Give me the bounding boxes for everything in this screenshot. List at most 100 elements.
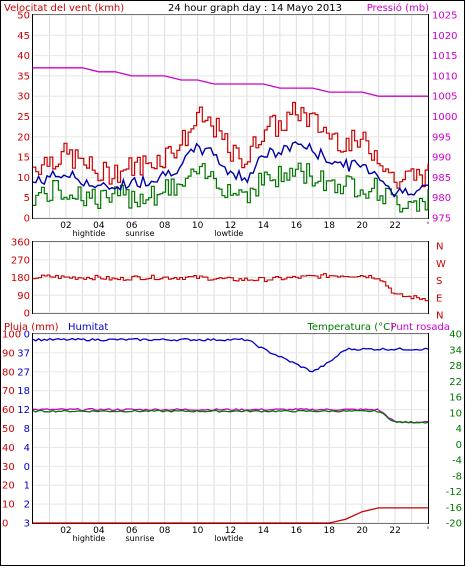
rain-tick-label-4: 40 [2, 443, 15, 454]
compass-label-4: N [436, 311, 443, 322]
wind-tick-label-3: 15 [17, 153, 30, 164]
humidity-tick-label-6: 12 [17, 405, 30, 416]
temperature-tick-label-0: -20 [446, 519, 462, 530]
pressure-tick-label-7: 1010 [432, 71, 457, 82]
event-label-a-0: hightide [73, 229, 106, 238]
x-tick-label-b-4: 10 [192, 526, 204, 536]
x-tick-label-b-11: ' [427, 526, 429, 536]
temperature-tick-label-11: 34 [449, 345, 462, 356]
temperature-tick-label-10: 28 [449, 361, 462, 372]
wind-tick-label-2: 10 [17, 173, 30, 184]
pressure-tick-label-4: 995 [432, 132, 451, 143]
x-tick-label-b-8: 18 [324, 526, 336, 536]
humidity-axis-label: Humitat [68, 322, 108, 333]
humidity-tick-label-8: 27 [17, 367, 30, 378]
dewpoint-axis-label: Punt rosada [391, 322, 450, 333]
x-tick-label-a-7: 16 [291, 221, 303, 231]
direction-tick-label-4: 360 [11, 238, 30, 249]
rain-tick-label-7: 70 [2, 386, 15, 397]
wind-tick-label-6: 30 [17, 92, 30, 103]
wind-avg-line [32, 141, 429, 198]
wind-tick-label-7: 35 [17, 71, 30, 82]
x-tick-label-a-6: 14 [258, 221, 270, 231]
pressure-tick-label-8: 1015 [432, 51, 457, 62]
rain-line [33, 507, 428, 524]
direction-tick-label-1: 90 [17, 291, 30, 302]
temperature-axis-label: Temperatura (°C) [306, 322, 394, 333]
x-tick-label-b-10: 22 [389, 526, 400, 536]
x-tick-label-a-11: ' [427, 221, 429, 231]
x-tick-label-b-0: 02 [60, 526, 71, 536]
humidity-tick-label-10: 0 [24, 330, 30, 341]
rain-tick-label-0: 0 [2, 519, 8, 530]
direction-line [33, 273, 429, 302]
x-tick-label-a-9: 20 [356, 221, 368, 231]
pressure-tick-label-3: 990 [432, 153, 451, 164]
pressure-line [33, 67, 428, 97]
compass-label-2: S [436, 276, 442, 287]
event-label-a-2: lowtide [214, 229, 243, 238]
temperature-tick-label-2: -12 [446, 487, 462, 498]
humidity-line [32, 337, 429, 373]
rain-tick-label-5: 50 [2, 424, 15, 435]
humidity-tick-label-5: 8 [24, 424, 30, 435]
wind-gust-line [33, 101, 429, 189]
event-label-b-0: hightide [73, 534, 106, 543]
temperature-tick-label-12: 40 [449, 330, 462, 341]
humidity-tick-label-1: 2 [24, 500, 30, 511]
x-tick-label-a-5: 12 [225, 221, 236, 231]
pressure-tick-label-2: 985 [432, 173, 451, 184]
rain-tick-label-6: 60 [2, 405, 15, 416]
x-tick-label-b-1: 04 [93, 526, 105, 536]
pressure-tick-label-9: 1020 [432, 31, 457, 42]
x-tick-label-b-5: 12 [225, 526, 236, 536]
humidity-tick-label-2: 1 [24, 481, 30, 492]
wind-tick-label-4: 20 [17, 132, 30, 143]
direction-tick-label-3: 270 [11, 255, 30, 266]
event-label-b-1: sunrise [126, 534, 155, 543]
pressure-tick-label-6: 1005 [432, 92, 457, 103]
event-label-a-1: sunrise [126, 229, 155, 238]
x-tick-label-a-3: 08 [159, 221, 171, 231]
event-label-b-2: lowtide [214, 534, 243, 543]
wind-axis-label: Velocitat del vent (kmh) [4, 3, 124, 14]
wind-tick-label-8: 40 [17, 51, 30, 62]
wind-min-line [33, 162, 429, 213]
temperature-tick-label-3: -8 [452, 471, 462, 482]
temperature-tick-label-8: 16 [449, 393, 462, 404]
humidity-tick-label-7: 18 [17, 386, 30, 397]
compass-label-1: W [436, 259, 446, 270]
rain-tick-label-8: 80 [2, 367, 15, 378]
temperature-line [32, 409, 429, 424]
humidity-tick-label-9: 37 [17, 348, 30, 359]
compass-label-3: E [436, 293, 442, 304]
humidity-tick-label-0: 3 [24, 519, 30, 530]
x-tick-label-b-2: 06 [126, 526, 138, 536]
x-tick-label-b-7: 16 [291, 526, 303, 536]
rain-tick-label-10: 100 [2, 330, 21, 341]
temperature-tick-label-7: 10 [449, 408, 462, 419]
pressure-tick-label-1: 980 [432, 193, 451, 204]
compass-label-0: N [436, 242, 443, 253]
x-tick-label-a-10: 22 [389, 221, 400, 231]
x-tick-label-a-8: 18 [324, 221, 336, 231]
chart-title: 24 hour graph day : 14 Mayo 2013 [168, 3, 342, 14]
x-tick-label-b-3: 08 [159, 526, 171, 536]
rain-axis-label: Pluja (mm) [4, 322, 59, 333]
x-tick-label-b-9: 20 [356, 526, 368, 536]
x-tick-label-a-2: 06 [126, 221, 138, 231]
temperature-tick-label-1: -16 [446, 503, 462, 514]
pressure-tick-label-0: 975 [432, 214, 451, 225]
x-tick-label-a-4: 10 [192, 221, 204, 231]
direction-tick-label-2: 180 [11, 273, 30, 284]
x-tick-label-b-6: 14 [258, 526, 270, 536]
pressure-tick-label-10: 1025 [432, 11, 457, 22]
rain-tick-label-9: 90 [2, 348, 15, 359]
temperature-tick-label-4: -4 [452, 456, 462, 467]
wind-tick-label-5: 25 [17, 112, 30, 123]
temperature-tick-label-5: 0 [456, 440, 462, 451]
wind-tick-label-0: 0 [24, 214, 30, 225]
dewpoint-line [33, 407, 429, 424]
